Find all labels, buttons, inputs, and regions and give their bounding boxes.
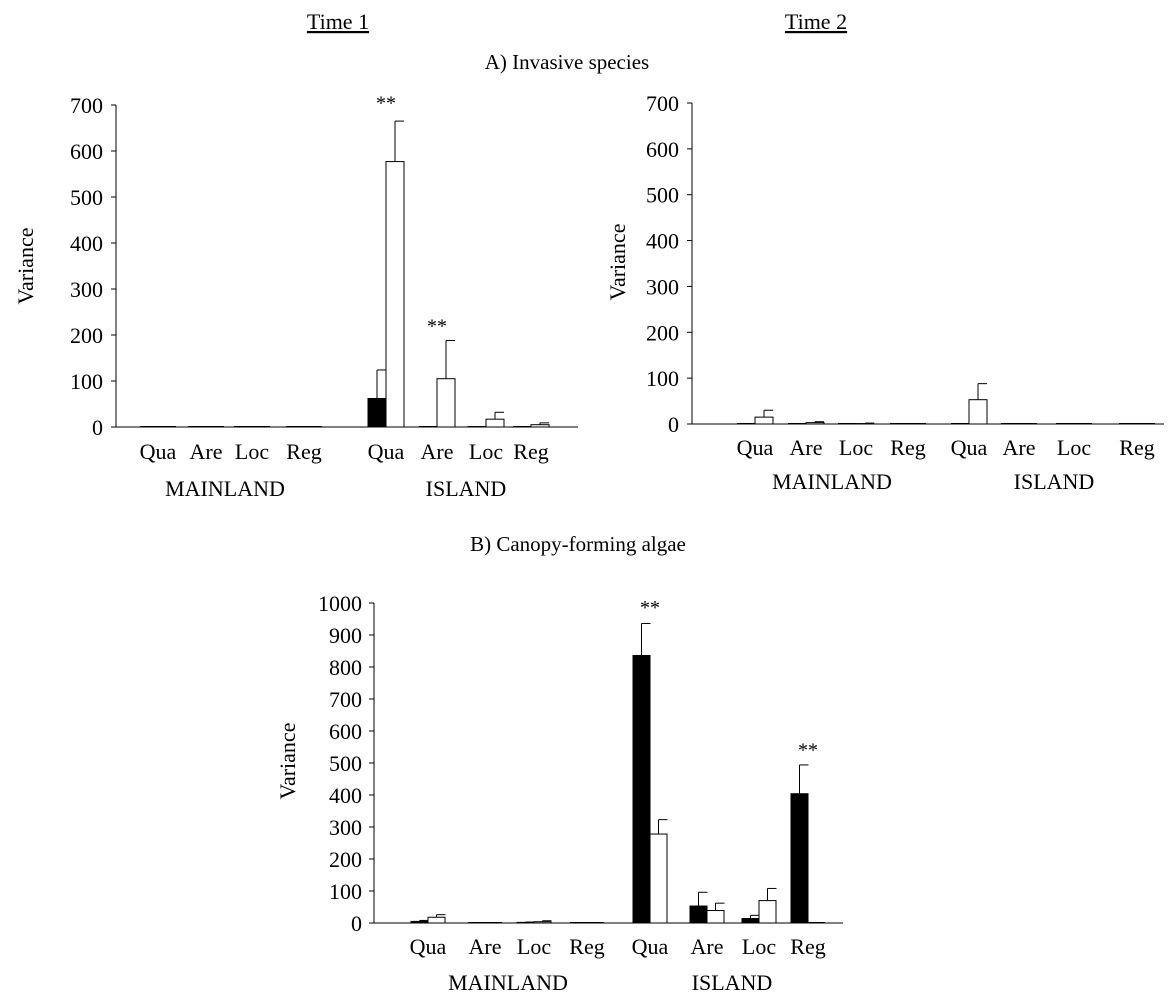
- section-a-title: A) Invasive species: [485, 50, 649, 74]
- y-tick-label: 500: [329, 751, 362, 776]
- bar-time2: [706, 910, 725, 924]
- bar-time2: [968, 399, 988, 425]
- bar-time2: [533, 921, 552, 924]
- x-tick-label: Qua: [737, 435, 774, 460]
- y-tick-label: 700: [70, 93, 103, 118]
- x-tick-label: Are: [190, 439, 223, 464]
- y-tick-label: 700: [646, 91, 679, 116]
- significance-marker: **: [798, 740, 818, 762]
- bar-time2: [436, 378, 456, 428]
- x-tick-label: Reg: [790, 934, 825, 959]
- y-tick-label: 200: [70, 323, 103, 348]
- x-tick-label: Qua: [140, 439, 177, 464]
- bar-time1: [790, 793, 809, 924]
- y-tick-label: 500: [70, 185, 103, 210]
- section-b-title: B) Canopy-forming algae: [470, 532, 686, 556]
- y-tick-label: 800: [329, 655, 362, 680]
- x-tick-label: Reg: [513, 439, 548, 464]
- x-tick-label: Are: [1003, 435, 1036, 460]
- y-tick-label: 900: [329, 623, 362, 648]
- time1-header: Time 1: [307, 9, 369, 34]
- bar-time2: [805, 422, 825, 425]
- x-tick-label: Loc: [469, 439, 503, 464]
- y-tick-label: 1000: [318, 591, 362, 616]
- y-tick-label: 600: [70, 139, 103, 164]
- bar-time1: [367, 397, 387, 428]
- x-tick-label: Qua: [951, 435, 988, 460]
- bar-time1: [410, 920, 429, 924]
- group-label: ISLAND: [426, 476, 507, 501]
- bar-time2: [758, 900, 777, 924]
- y-tick-label: 100: [329, 879, 362, 904]
- y-tick-label: 200: [329, 847, 362, 872]
- y-tick-label: 0: [668, 412, 679, 437]
- significance-marker: **: [376, 93, 396, 115]
- x-tick-label: Qua: [410, 934, 447, 959]
- bar-time2: [385, 161, 405, 428]
- bar-time1: [741, 918, 760, 924]
- bar-time2: [427, 916, 446, 924]
- chart-canopy-algae: 0 100 200 300 400 500 600 700 800 900 1000 Variance…: [275, 591, 843, 995]
- bar-time2: [754, 416, 774, 425]
- y-tick-label: 0: [92, 415, 103, 440]
- y-axis-title: Variance: [275, 723, 300, 800]
- y-tick-label: 500: [646, 183, 679, 208]
- significance-marker: **: [427, 316, 447, 338]
- x-tick-label: Loc: [742, 934, 776, 959]
- x-tick-label: Reg: [286, 439, 321, 464]
- y-tick-label: 600: [646, 137, 679, 162]
- bar-time2: [649, 833, 668, 924]
- y-tick-label: 0: [351, 911, 362, 936]
- bar-time1: [632, 654, 651, 924]
- x-tick-label: Are: [691, 934, 724, 959]
- y-tick-label: 300: [646, 274, 679, 299]
- y-tick-label: 300: [329, 815, 362, 840]
- y-tick-label: 400: [329, 783, 362, 808]
- y-tick-label: 400: [646, 229, 679, 254]
- y-tick-label: 700: [329, 687, 362, 712]
- x-tick-label: Loc: [517, 934, 551, 959]
- group-label: ISLAND: [692, 970, 773, 995]
- group-label: MAINLAND: [448, 970, 568, 995]
- x-tick-label: Are: [421, 439, 454, 464]
- y-tick-label: 100: [70, 369, 103, 394]
- y-tick-label: 100: [646, 366, 679, 391]
- x-tick-label: Loc: [1057, 435, 1091, 460]
- time2-header: Time 2: [785, 9, 847, 34]
- group-label: ISLAND: [1014, 469, 1095, 494]
- bar-time1: [689, 905, 708, 924]
- group-label: MAINLAND: [772, 469, 892, 494]
- chart-time2-invasive: 0 100 200 300 400 500 600 700 Variance Qua Are Loc R…: [605, 91, 1164, 494]
- x-tick-label: Qua: [632, 934, 669, 959]
- y-tick-label: 600: [329, 719, 362, 744]
- x-tick-label: Reg: [569, 934, 604, 959]
- x-tick-label: Reg: [1119, 435, 1154, 460]
- y-tick-label: 400: [70, 231, 103, 256]
- y-axis-title: Variance: [13, 228, 38, 305]
- y-tick-label: 300: [70, 277, 103, 302]
- group-label: MAINLAND: [165, 476, 285, 501]
- bar-time2: [530, 424, 550, 428]
- x-tick-label: Are: [469, 934, 502, 959]
- bar-time2: [485, 418, 505, 428]
- chart-time1-invasive: 0 100 200 300 400 500 600 700 Variance Qua Are Loc R…: [13, 93, 578, 501]
- x-tick-label: Reg: [890, 435, 925, 460]
- significance-marker: **: [640, 597, 660, 619]
- x-tick-label: Are: [790, 435, 823, 460]
- y-axis-title: Variance: [605, 224, 630, 301]
- x-tick-label: Loc: [839, 435, 873, 460]
- x-tick-label: Qua: [368, 439, 405, 464]
- y-tick-label: 200: [646, 320, 679, 345]
- x-tick-label: Loc: [235, 439, 269, 464]
